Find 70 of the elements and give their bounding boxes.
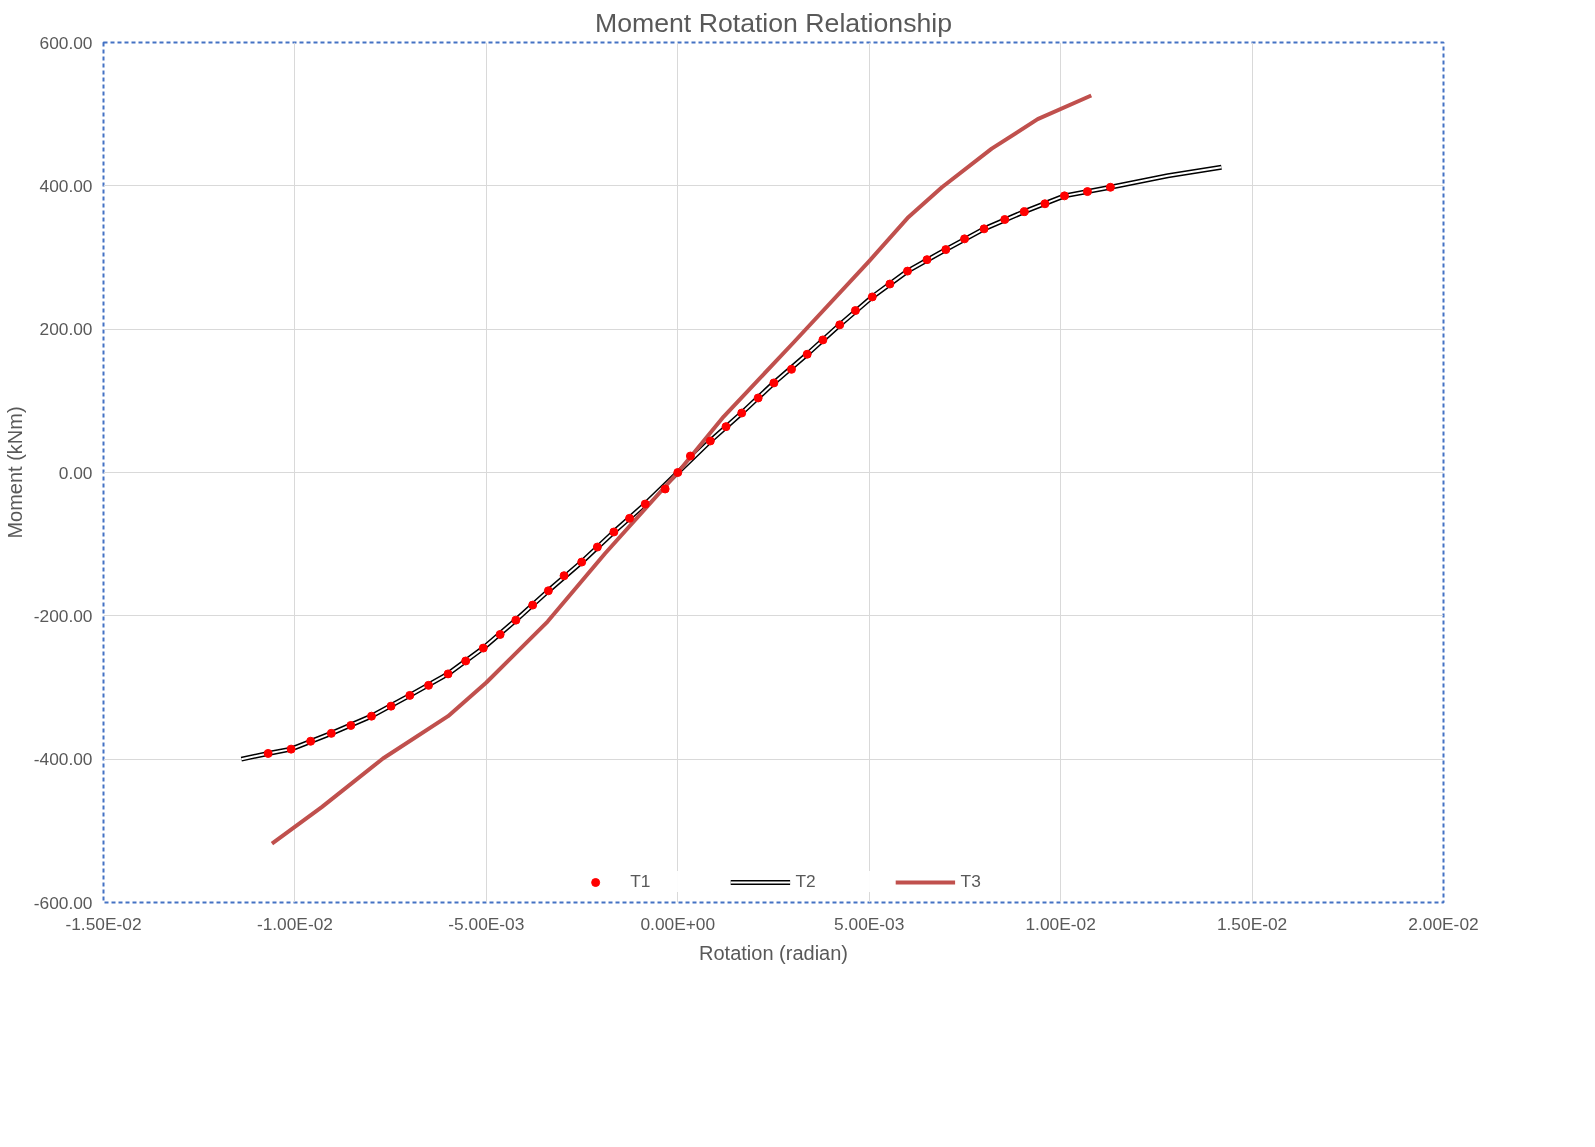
x-tick-label: 2.00E-02 — [1408, 913, 1479, 934]
x-tick-label: 1.50E-02 — [1216, 913, 1288, 934]
point — [685, 451, 695, 461]
point — [263, 748, 273, 758]
x-axis-title: Rotation (radian) — [699, 941, 848, 964]
point — [660, 484, 670, 494]
point — [769, 378, 779, 388]
point — [1040, 199, 1050, 209]
x-tick-label: 0.00E+00 — [640, 913, 716, 934]
point — [405, 690, 415, 700]
point — [922, 255, 932, 265]
legend-label: T1 — [630, 871, 651, 892]
x-tick-label: 5.00E-03 — [834, 913, 905, 934]
point — [786, 364, 796, 374]
y-tick-label: -200.00 — [33, 605, 93, 626]
legend-label: T2 — [795, 871, 816, 892]
point — [592, 542, 602, 552]
x-tick-label: 1.00E-02 — [1025, 913, 1096, 934]
point — [577, 557, 587, 567]
point — [1019, 207, 1029, 217]
x-tick-label: -1.00E-02 — [256, 913, 333, 934]
point — [543, 586, 553, 596]
point — [737, 408, 747, 418]
y-tick-label: 200.00 — [39, 319, 93, 340]
point — [941, 245, 951, 255]
point — [867, 292, 877, 302]
point — [979, 224, 989, 234]
point — [346, 720, 356, 730]
point — [835, 320, 845, 330]
y-tick-label: 400.00 — [39, 175, 93, 196]
point — [1000, 215, 1010, 225]
point — [326, 728, 336, 738]
point — [306, 736, 316, 746]
x-tick-label: -5.00E-03 — [448, 913, 525, 934]
x-tick-label: -1.50E-02 — [65, 913, 142, 934]
line-series — [269, 93, 1094, 846]
point — [721, 422, 731, 432]
y-axis-title: Moment (kNm) — [3, 406, 26, 539]
point — [495, 629, 505, 639]
point — [802, 349, 812, 359]
legend-label: T3 — [960, 871, 981, 892]
y-tick-label: 0.00 — [58, 462, 93, 483]
point — [753, 393, 763, 403]
point — [609, 527, 619, 537]
point — [461, 656, 471, 666]
point — [443, 669, 453, 679]
point — [903, 266, 912, 276]
point — [559, 571, 569, 581]
point — [286, 744, 296, 754]
point — [625, 513, 635, 523]
y-tick-label: -600.00 — [33, 892, 93, 913]
point — [673, 468, 683, 477]
point — [1105, 182, 1115, 192]
point — [528, 600, 538, 610]
point — [818, 335, 828, 345]
point — [640, 499, 650, 509]
point — [511, 615, 521, 625]
point — [1059, 191, 1069, 201]
y-tick-label: 600.00 — [39, 32, 93, 53]
point — [424, 680, 434, 690]
point — [885, 279, 895, 289]
point — [367, 711, 376, 721]
point — [960, 234, 970, 244]
point — [478, 643, 488, 653]
chart-title: Moment Rotation Relationship — [594, 7, 953, 38]
point — [1082, 187, 1092, 197]
y-tick-label: -400.00 — [33, 749, 93, 770]
point — [850, 306, 860, 316]
point — [705, 436, 715, 446]
point — [386, 701, 396, 711]
